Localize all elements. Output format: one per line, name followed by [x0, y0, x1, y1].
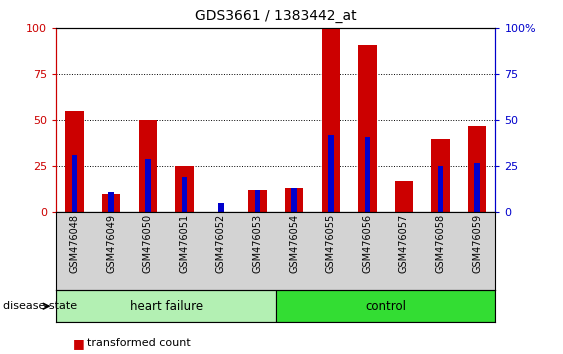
Text: GSM476055: GSM476055	[326, 214, 336, 273]
Text: control: control	[365, 300, 406, 313]
Text: GDS3661 / 1383442_at: GDS3661 / 1383442_at	[195, 9, 357, 23]
Text: ■: ■	[73, 337, 85, 350]
Bar	[475, 163, 480, 212]
Text: GSM476057: GSM476057	[399, 214, 409, 273]
Bar	[321, 28, 340, 212]
Bar	[365, 137, 370, 212]
Bar	[138, 120, 157, 212]
Bar	[109, 192, 114, 212]
Text: GSM476050: GSM476050	[143, 214, 153, 273]
Bar	[285, 188, 303, 212]
Bar	[292, 188, 297, 212]
Bar	[248, 190, 267, 212]
Bar	[431, 139, 450, 212]
Bar	[65, 111, 84, 212]
Text: GSM476056: GSM476056	[363, 214, 372, 273]
Text: disease state: disease state	[3, 301, 77, 311]
Bar	[468, 126, 486, 212]
Bar	[56, 290, 276, 322]
Bar	[218, 203, 224, 212]
Bar	[255, 190, 260, 212]
Bar	[145, 159, 150, 212]
Bar	[102, 194, 120, 212]
Text: GSM476059: GSM476059	[472, 214, 482, 273]
Bar	[72, 155, 77, 212]
Bar	[175, 166, 194, 212]
Text: GSM476049: GSM476049	[106, 214, 116, 273]
Bar	[328, 135, 333, 212]
Text: heart failure: heart failure	[129, 300, 203, 313]
Text: GSM476048: GSM476048	[70, 214, 79, 273]
Text: GSM476053: GSM476053	[253, 214, 262, 273]
Text: GSM476052: GSM476052	[216, 214, 226, 273]
Text: GSM476058: GSM476058	[436, 214, 445, 273]
Bar	[395, 181, 413, 212]
Text: GSM476054: GSM476054	[289, 214, 299, 273]
Text: GSM476051: GSM476051	[180, 214, 189, 273]
Bar	[358, 45, 377, 212]
Bar	[276, 290, 495, 322]
Bar	[182, 177, 187, 212]
Bar	[438, 166, 443, 212]
Text: transformed count: transformed count	[87, 338, 191, 348]
